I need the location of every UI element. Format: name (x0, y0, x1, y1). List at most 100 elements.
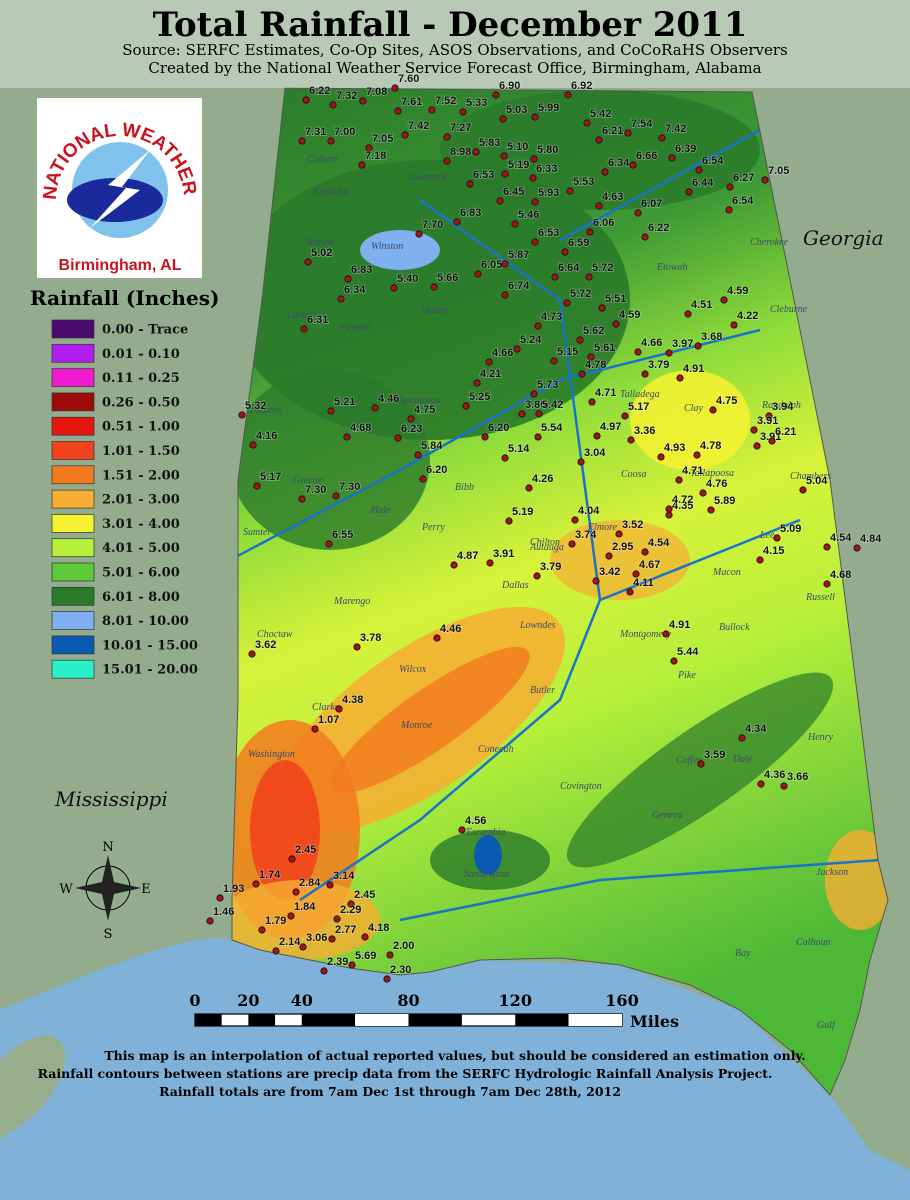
station-value: 5.93 (538, 187, 559, 199)
scale-segment (568, 1014, 622, 1026)
station-dot (347, 900, 355, 908)
station-value: 7.27 (450, 122, 471, 134)
station-dot (453, 218, 461, 226)
legend-swatch (51, 659, 95, 679)
station-dot (472, 148, 480, 156)
station-value: 7.42 (665, 123, 686, 135)
county-label: Marengo (333, 596, 370, 607)
station-value: 5.19 (512, 506, 533, 518)
station-value: 4.78 (700, 440, 721, 452)
station-value: 3.66 (787, 771, 808, 783)
station-dot (458, 826, 466, 834)
rain-blob (330, 646, 530, 794)
station-value: 5.15 (557, 346, 578, 358)
station-dot (662, 630, 670, 638)
compass: N E S W (59, 840, 150, 942)
county-label: Monroe (400, 720, 433, 731)
station-value: 3.04 (584, 447, 606, 459)
station-value: 2.45 (354, 889, 375, 901)
legend-swatch (51, 319, 95, 339)
legend-label: 0.01 - 0.10 (102, 347, 180, 362)
station-value: 3.79 (540, 561, 561, 573)
county-label: Cherokee (750, 237, 789, 248)
station-dot (670, 657, 678, 665)
station-value: 6.74 (508, 280, 530, 292)
station-value: 2.95 (612, 541, 633, 553)
station-value: 3.52 (622, 519, 643, 531)
station-value: 4.66 (492, 347, 513, 359)
station-dot (595, 202, 603, 210)
county-labels: Colbert Franklin Lawrence Marion Winston Lama… (243, 154, 848, 1031)
station-value: 5.51 (605, 293, 626, 305)
station-dot (657, 453, 665, 461)
station-value: 6.22 (648, 222, 669, 234)
station-value: 4.51 (691, 299, 712, 311)
station-value: 6.20 (426, 464, 447, 476)
station-value: 7.52 (435, 95, 456, 107)
station-value: 5.61 (594, 342, 615, 354)
legend-label: 2.01 - 3.00 (102, 493, 180, 508)
county-label: Choctaw (257, 629, 293, 640)
station-dot (325, 540, 333, 548)
station-value: 4.59 (727, 285, 748, 297)
station-value: 6.20 (488, 422, 509, 434)
station-dot (333, 915, 341, 923)
title: Total Rainfall - December 2011 (153, 5, 748, 45)
station-value: 5.14 (508, 443, 530, 455)
rain-blob (550, 520, 690, 600)
station-dot (311, 725, 319, 733)
station-dot (720, 296, 728, 304)
scale-tick-label: 20 (237, 991, 259, 1010)
station-dot (501, 170, 509, 178)
station-value: 7.05 (768, 165, 789, 177)
station-dot (501, 454, 509, 462)
station-dot (391, 84, 399, 92)
station-dot (699, 489, 707, 497)
station-value: 6.54 (702, 155, 724, 167)
county-label: Henry (807, 732, 834, 743)
station-value: 6.23 (401, 423, 422, 435)
station-value: 4.75 (414, 404, 435, 416)
station-value: 3.68 (701, 331, 722, 343)
station-value: 3.78 (360, 632, 381, 644)
station-value: 3.86 (525, 399, 546, 411)
legend-label: 1.01 - 1.50 (102, 444, 180, 459)
station-dot (725, 206, 733, 214)
station-dot (753, 442, 761, 450)
rain-blob (440, 90, 760, 210)
station-value: 5.53 (573, 176, 594, 188)
county-label: Clarke (312, 702, 340, 713)
station-value: 5.40 (397, 273, 418, 285)
station-dot (414, 451, 422, 459)
county-label: Talladega (620, 389, 660, 400)
station-value: 5.02 (311, 247, 332, 259)
station-value: 7.08 (366, 86, 387, 98)
station-dot (615, 530, 623, 538)
county-label: Walker (421, 305, 449, 316)
station-value: 5.17 (260, 471, 281, 483)
station-value: 5.10 (507, 141, 528, 153)
station-dot (765, 412, 773, 420)
station-value: 3.91 (757, 415, 778, 427)
station-value: 7.30 (339, 481, 360, 493)
station-value: 6.07 (641, 198, 662, 210)
station-dot (407, 415, 415, 423)
station-dot (695, 166, 703, 174)
station-dot (707, 506, 715, 514)
station-value: 3.62 (255, 639, 276, 651)
station-dot (530, 390, 538, 398)
station-value: 4.71 (682, 465, 703, 477)
county-label: Marion (304, 237, 335, 248)
station-dot (450, 561, 458, 569)
station-dot (709, 406, 717, 414)
station-dot (799, 486, 807, 494)
station-value: 5.09 (780, 523, 801, 535)
county-label: Jackson (816, 867, 848, 878)
station-value: 2.39 (327, 956, 348, 968)
river (299, 198, 602, 902)
station-dot (496, 197, 504, 205)
station-value: 4.46 (378, 393, 399, 405)
rain-blob (232, 880, 380, 960)
station-value: 7.18 (365, 150, 386, 162)
station-dot (419, 475, 427, 483)
